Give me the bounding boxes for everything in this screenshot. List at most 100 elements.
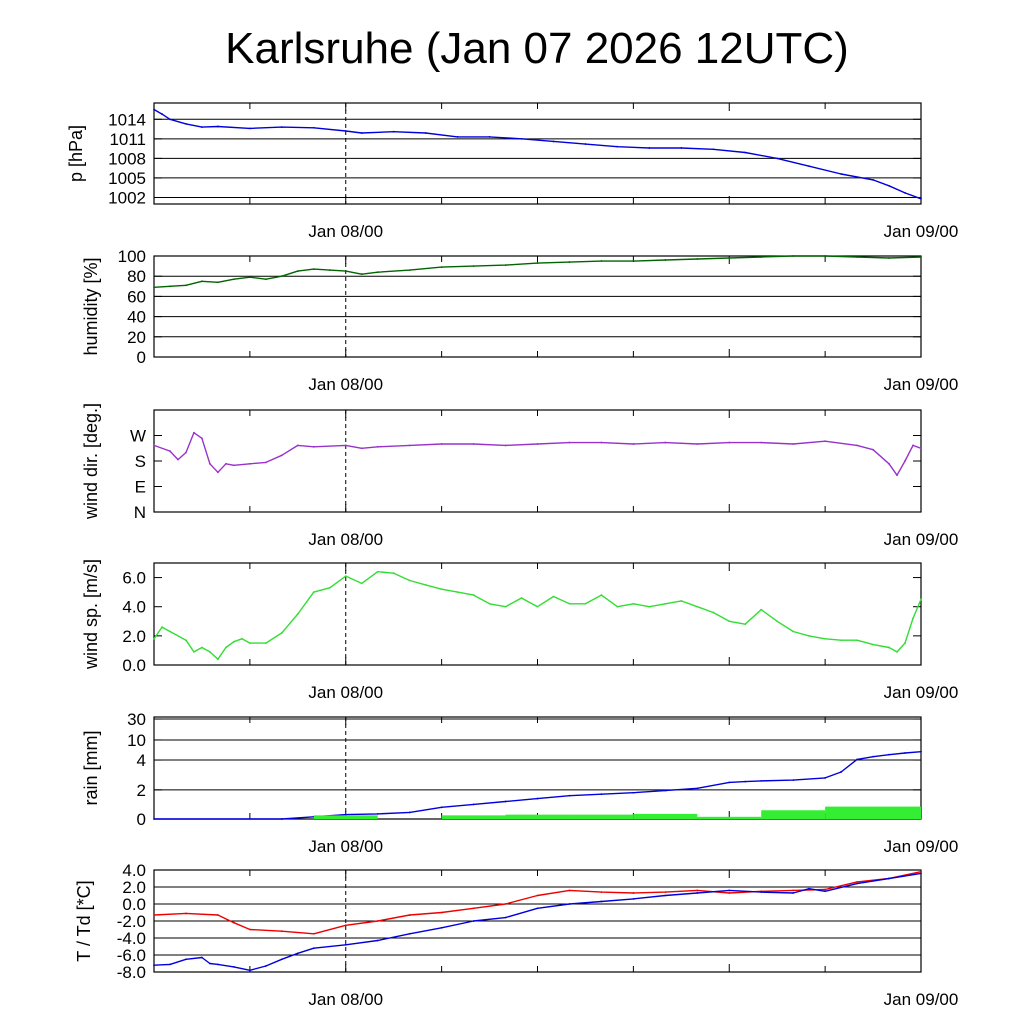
data-point — [408, 914, 411, 916]
data-point — [568, 441, 571, 444]
data-point — [248, 462, 251, 465]
data-point — [472, 443, 475, 445]
data-point — [896, 474, 898, 477]
y-tick-label: S — [135, 452, 146, 471]
data-point — [312, 932, 315, 935]
data-point — [312, 947, 315, 950]
data-point — [632, 260, 635, 262]
series-line-5-1 — [154, 751, 922, 820]
data-point — [552, 595, 555, 598]
data-point — [824, 890, 827, 893]
data-point — [177, 458, 179, 461]
data-point — [904, 642, 906, 645]
rain-bar — [697, 816, 762, 819]
data-point — [536, 907, 539, 910]
series-line-1-1 — [153, 108, 922, 200]
data-point — [920, 598, 922, 601]
y-tick-label: -4.0 — [117, 929, 146, 948]
data-point — [920, 870, 922, 873]
data-point — [280, 126, 283, 129]
data-point — [568, 794, 571, 797]
data-point — [776, 620, 779, 623]
data-point — [169, 285, 171, 288]
data-point — [232, 640, 235, 643]
panel-frame — [153, 255, 922, 358]
data-point — [728, 620, 731, 623]
y-tick-label: W — [130, 427, 146, 446]
data-point — [872, 448, 874, 451]
x-tick-label: Jan 08/00 — [308, 837, 383, 856]
y-tick-label: 1005 — [108, 169, 146, 188]
y-tick-label: 1011 — [109, 130, 146, 149]
data-point — [552, 140, 555, 143]
data-point — [664, 441, 667, 444]
data-point — [248, 127, 251, 130]
data-point — [504, 903, 507, 905]
data-point — [856, 882, 858, 885]
data-point — [280, 958, 283, 961]
y-axis-label: wind dir. [deg.] — [81, 403, 101, 520]
series-line-6-1 — [153, 871, 922, 935]
data-point — [536, 894, 539, 897]
data-point — [360, 447, 363, 450]
y-tick-label: 1008 — [108, 149, 146, 168]
data-point — [728, 441, 731, 444]
data-point — [856, 256, 858, 258]
data-point — [376, 271, 379, 274]
data-point — [153, 286, 155, 289]
data-point — [153, 444, 155, 447]
data-point — [280, 454, 283, 457]
rain-bar — [313, 815, 378, 819]
data-point — [280, 818, 283, 820]
data-point — [376, 812, 379, 815]
data-point — [792, 892, 795, 894]
y-tick-label: 0.0 — [122, 656, 146, 675]
data-point — [696, 787, 699, 790]
data-point — [664, 891, 667, 893]
data-point — [360, 132, 363, 134]
rain-bar — [633, 813, 698, 819]
data-point — [440, 588, 443, 591]
data-point — [504, 264, 507, 266]
data-point — [808, 887, 811, 890]
data-point — [744, 780, 747, 783]
data-point — [840, 639, 843, 642]
data-point — [440, 911, 443, 914]
data-point — [760, 608, 763, 611]
data-point — [440, 926, 443, 929]
data-point — [504, 605, 507, 608]
data-point — [264, 461, 267, 464]
data-point — [376, 445, 379, 448]
data-point — [408, 579, 411, 582]
data-point — [392, 572, 395, 575]
data-point — [344, 444, 347, 447]
data-point — [169, 450, 171, 452]
x-tick-label: Jan 08/00 — [308, 990, 383, 1009]
data-point — [664, 894, 667, 897]
data-point — [648, 147, 651, 149]
data-point — [616, 605, 619, 608]
data-point — [408, 811, 411, 814]
y-axis-label: T / Td [*C] — [74, 880, 94, 961]
data-point — [193, 431, 195, 434]
data-point — [201, 956, 203, 959]
data-point — [280, 930, 283, 933]
data-point — [792, 630, 795, 633]
data-point — [264, 965, 267, 967]
y-axis-label: p [hPa] — [66, 125, 86, 182]
data-point — [296, 444, 299, 447]
x-tick-label: Jan 09/00 — [884, 683, 959, 702]
data-point — [424, 583, 427, 586]
data-point — [217, 963, 219, 966]
data-point — [169, 963, 171, 966]
y-tick-label: N — [134, 503, 146, 522]
data-point — [472, 265, 475, 267]
data-point — [568, 261, 571, 263]
data-point — [776, 157, 779, 160]
y-tick-label: -8.0 — [117, 963, 146, 982]
data-point — [648, 605, 651, 608]
data-point — [161, 626, 163, 629]
data-point — [904, 192, 906, 194]
data-point — [472, 920, 475, 922]
data-point — [201, 280, 203, 283]
